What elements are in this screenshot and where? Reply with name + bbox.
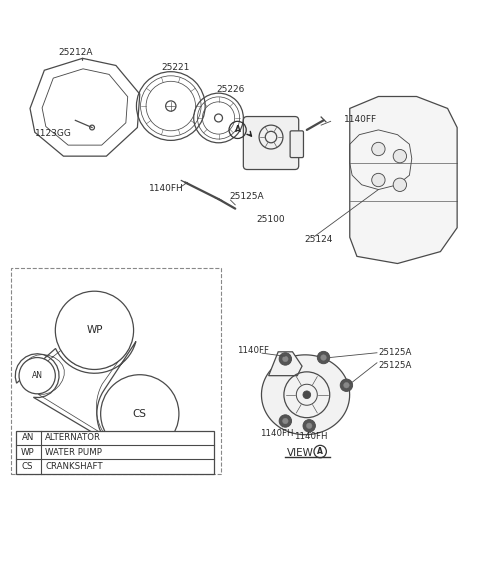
Polygon shape xyxy=(262,355,349,435)
Text: 1123GG: 1123GG xyxy=(36,129,72,138)
Text: AN: AN xyxy=(32,371,43,380)
Circle shape xyxy=(317,351,330,364)
Text: CS: CS xyxy=(22,462,34,471)
Circle shape xyxy=(372,142,385,156)
Text: A: A xyxy=(317,447,323,456)
Circle shape xyxy=(283,356,288,362)
Bar xyxy=(16,430,214,474)
Text: 1140FF: 1140FF xyxy=(344,115,377,124)
Circle shape xyxy=(303,391,311,398)
Circle shape xyxy=(321,355,326,360)
Text: 25221: 25221 xyxy=(161,63,190,72)
Text: 25125A: 25125A xyxy=(378,348,412,357)
Circle shape xyxy=(372,173,385,187)
Text: 25212A: 25212A xyxy=(58,48,93,57)
FancyBboxPatch shape xyxy=(243,116,299,169)
Circle shape xyxy=(393,149,407,163)
Text: A: A xyxy=(235,125,240,135)
Circle shape xyxy=(283,418,288,424)
Text: 25100: 25100 xyxy=(257,215,285,224)
Text: WP: WP xyxy=(86,325,103,335)
Text: 25125A: 25125A xyxy=(230,192,264,201)
Text: 1140FH: 1140FH xyxy=(260,429,293,438)
Text: CS: CS xyxy=(133,409,147,419)
Text: WATER PUMP: WATER PUMP xyxy=(45,447,102,457)
Circle shape xyxy=(344,382,349,388)
Bar xyxy=(11,268,221,474)
Text: WP: WP xyxy=(21,447,35,457)
Text: 1140FH: 1140FH xyxy=(294,432,327,441)
Circle shape xyxy=(306,423,312,429)
Text: ALTERNATOR: ALTERNATOR xyxy=(45,433,101,442)
Text: 1140FF: 1140FF xyxy=(237,347,269,355)
Circle shape xyxy=(19,357,55,394)
Text: 25125A: 25125A xyxy=(378,361,412,370)
Text: CRANKSHAFT: CRANKSHAFT xyxy=(45,462,103,471)
Text: 1140FH: 1140FH xyxy=(149,184,183,193)
Circle shape xyxy=(101,374,179,453)
Circle shape xyxy=(303,420,315,432)
Text: AN: AN xyxy=(22,433,34,442)
Text: VIEW: VIEW xyxy=(287,448,314,458)
Text: 25226: 25226 xyxy=(216,85,245,94)
Circle shape xyxy=(393,178,407,192)
Polygon shape xyxy=(269,352,302,376)
Polygon shape xyxy=(350,96,457,263)
Circle shape xyxy=(340,379,353,392)
FancyBboxPatch shape xyxy=(290,131,303,157)
Circle shape xyxy=(279,415,291,427)
Text: 25124: 25124 xyxy=(304,235,333,244)
Circle shape xyxy=(55,291,133,369)
Circle shape xyxy=(279,353,291,365)
